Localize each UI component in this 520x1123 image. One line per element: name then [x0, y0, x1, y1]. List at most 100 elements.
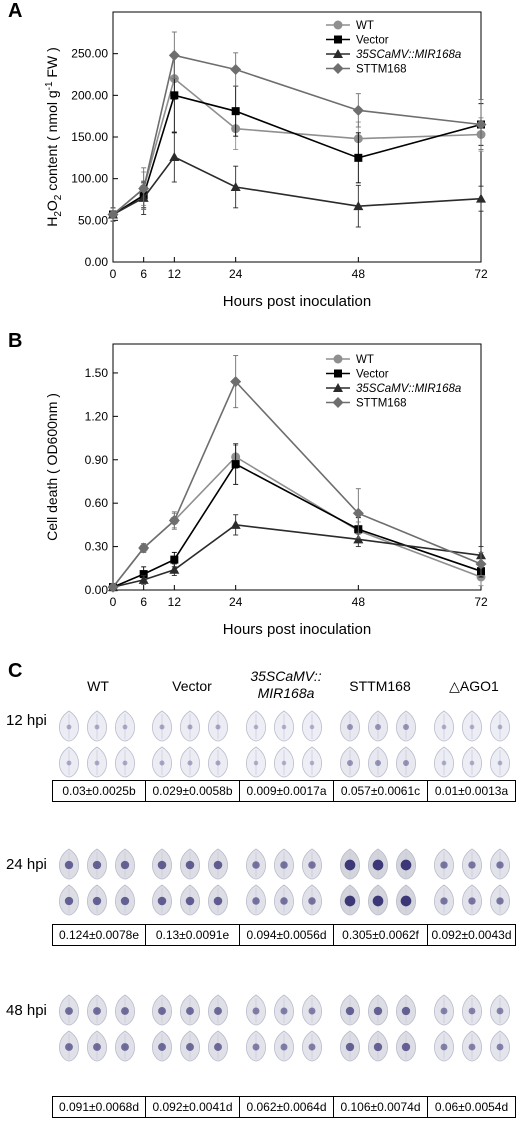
leaf-image [488, 994, 512, 1026]
panel-b-letter: B [8, 330, 23, 352]
panel-a-x-tick-label: 24 [229, 267, 243, 281]
leaf-shape [434, 746, 454, 778]
panel-b-y-tick-label: 0.90 [85, 453, 109, 467]
leaf-image [394, 884, 418, 916]
panel-b-y-tick-label: 0.30 [85, 540, 109, 554]
leaf-shape [340, 746, 360, 778]
leaf-shape [59, 994, 79, 1026]
leaf-image [57, 848, 81, 880]
leaf-image [394, 710, 418, 742]
panel-b-y-tick-label: 1.20 [85, 409, 109, 423]
column-header-sttm168: STTM168 [349, 678, 411, 694]
panel-b-point-35scamv-mir168a [138, 574, 149, 584]
column-header-vector: Vector [172, 678, 212, 694]
row-label-48hpi: 48 hpi [6, 1002, 47, 1019]
leaf-shape [434, 710, 454, 742]
leaf-image [272, 1030, 296, 1062]
leaf-image [366, 746, 390, 778]
leaf-image [272, 746, 296, 778]
panel-a-legend-label: STTM168 [356, 64, 407, 76]
leaf-image [460, 746, 484, 778]
leaf-image [113, 710, 137, 742]
leaf-shape [115, 746, 135, 778]
panel-a-legend-marker [333, 49, 343, 58]
panel-b-point-sttm168 [138, 542, 150, 554]
leaf-image [460, 1030, 484, 1062]
leaf-image [460, 994, 484, 1026]
panel-a-x-tick-label: 72 [474, 267, 488, 281]
leaf-image [338, 884, 362, 916]
leaf-shape [368, 1030, 388, 1062]
panel-a-legend-marker [333, 20, 343, 30]
leaf-image [488, 746, 512, 778]
panel-b-y-tick-label: 0.60 [85, 496, 109, 510]
panel-a-x-tick-label: 12 [168, 267, 182, 281]
leaf-image [394, 994, 418, 1026]
leaf-image [432, 746, 456, 778]
leaf-shape [274, 710, 294, 742]
value-48hpi-sttm168: 0.106±0.0074d [333, 1096, 428, 1118]
leaf-image [244, 884, 268, 916]
leaf-shape [462, 884, 482, 916]
leaf-shape [396, 884, 416, 916]
leaf-shape [208, 710, 228, 742]
leaf-image [432, 848, 456, 880]
leaf-image [57, 994, 81, 1026]
panel-a-line-vector [112, 94, 482, 216]
leaf-shape [396, 994, 416, 1026]
leaf-image [300, 994, 324, 1026]
value-12hpi-ago1: 0.01±0.0013a [427, 780, 516, 802]
leaf-shape [462, 994, 482, 1026]
leaf-shape [87, 848, 107, 880]
panel-a-point-sttm168 [107, 209, 119, 220]
leaf-image [113, 746, 137, 778]
leaf-shape [180, 1030, 200, 1062]
panel-a-x-axis-label: Hours post inoculation [223, 293, 371, 310]
leaf-image [366, 994, 390, 1026]
panel-b-legend-label: Vector [356, 369, 389, 381]
panel-b-point-sttm168 [230, 376, 242, 388]
leaf-shape [59, 1030, 79, 1062]
panel-b-y-axis-label: Cell death ( OD600nm ) [44, 393, 60, 541]
leaf-image [57, 710, 81, 742]
leaf-shape [246, 848, 266, 880]
panel-b-point-sttm168 [107, 581, 119, 593]
panel-a-x-tick-label: 0 [110, 267, 117, 281]
leaf-shape [115, 848, 135, 880]
leaf-shape [180, 746, 200, 778]
leaf-image [338, 710, 362, 742]
panel-a-letter: A [8, 0, 23, 22]
leaf-shape [208, 746, 228, 778]
panel-a-point-vector [354, 153, 363, 162]
panel-b-point-sttm168 [168, 515, 180, 527]
panel-b-legend-marker [333, 354, 343, 364]
leaf-image [150, 994, 174, 1026]
value-48hpi-ago1: 0.06±0.0054d [427, 1096, 516, 1118]
leaf-shape [180, 884, 200, 916]
leaf-shape [434, 994, 454, 1026]
leaf-shape [302, 710, 322, 742]
leaf-image [85, 746, 109, 778]
leaf-shape [59, 710, 79, 742]
panel-b-legend-label: STTM168 [356, 398, 407, 410]
leaf-image [300, 848, 324, 880]
leaf-shape [368, 848, 388, 880]
panel-a-point-vector [231, 107, 240, 116]
column-header-mir168a-line2: MIR168a [257, 685, 315, 701]
leaf-shape [368, 884, 388, 916]
leaf-image [460, 884, 484, 916]
leaf-image [272, 884, 296, 916]
leaf-image [432, 710, 456, 742]
leaf-image [178, 994, 202, 1026]
leaf-shape [434, 848, 454, 880]
leaf-image [300, 710, 324, 742]
panel-a-legend-marker [332, 63, 344, 74]
leaf-image [178, 710, 202, 742]
leaf-image [488, 710, 512, 742]
leaf-image [85, 1030, 109, 1062]
panel-a-y-axis-label: H2O2 content ( nmol g-1 FW ) [44, 47, 64, 227]
leaf-shape [246, 746, 266, 778]
leaf-shape [368, 994, 388, 1026]
leaf-shape [180, 710, 200, 742]
leaf-image [272, 710, 296, 742]
